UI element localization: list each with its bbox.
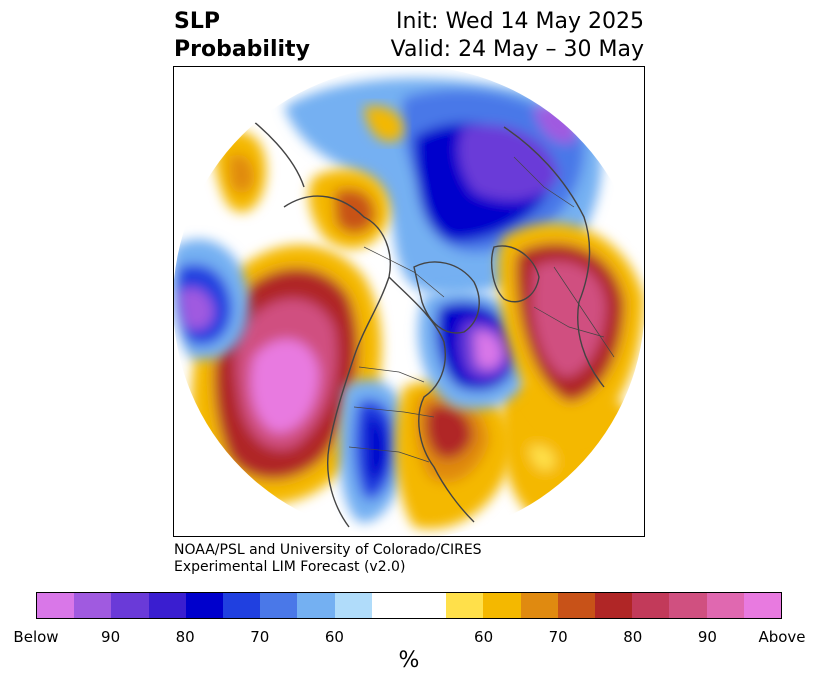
above-region-europe-core	[532, 261, 606, 377]
map-subtitle: Init: Wed 14 May 2025 Valid: 24 May – 30…	[391, 8, 644, 64]
colorbar-segment	[37, 593, 75, 618]
above-region-arctic-small	[364, 106, 404, 142]
colorbar-segment	[371, 593, 410, 618]
political-borders	[348, 156, 615, 463]
title-line-1: SLP	[174, 9, 220, 34]
colorbar-tick-label: 70	[548, 628, 568, 646]
above-region-east-us-core	[425, 404, 473, 459]
above-region-atlantic-faint	[529, 445, 555, 471]
colorbar-segment	[260, 593, 298, 618]
border-states-row-3	[348, 446, 430, 463]
colorbar	[36, 592, 782, 619]
colorbar-unit: %	[398, 648, 420, 673]
colorbar-segment	[185, 593, 224, 618]
valid-range: Valid: 24 May – 30 May	[390, 37, 644, 62]
colorbar-tick-label: 60	[324, 628, 344, 646]
colorbar-segment	[111, 593, 149, 618]
above-region-pacific-core	[250, 339, 319, 433]
below-region-central-us-core	[366, 416, 387, 481]
colorbar-segment	[632, 593, 670, 618]
colorbar-segment	[483, 593, 521, 618]
colorbar-tick-label: 80	[623, 628, 643, 646]
border-europe-2	[533, 306, 605, 338]
polar-map	[173, 66, 645, 537]
title-line-2: Probability	[174, 37, 310, 62]
coastlines	[233, 106, 605, 528]
map-title: SLP Probability	[174, 8, 310, 64]
init-date: Init: Wed 14 May 2025	[396, 9, 644, 34]
colorbar-segment	[297, 593, 335, 618]
border-states-row-1	[358, 366, 425, 383]
colorbar-tick-label: 70	[250, 628, 270, 646]
border-states-row-2	[353, 406, 435, 418]
credit-line-1: NOAA/PSL and University of Colorado/CIRE…	[174, 542, 482, 558]
colorbar-tick-label: Below	[13, 628, 59, 646]
colorbar-segment	[557, 593, 596, 618]
colorbar-tick-label: 80	[175, 628, 195, 646]
border-russia	[513, 156, 575, 208]
above-region-bering-core	[229, 154, 255, 194]
colorbar-segment	[74, 593, 112, 618]
colorbar-segment	[595, 593, 633, 618]
colorbar-segment	[743, 593, 782, 618]
colorbar-tick-label: 60	[474, 628, 494, 646]
below-region-siberia	[458, 124, 559, 201]
border-europe-1	[553, 266, 615, 358]
above-region-alaska-core	[334, 188, 375, 234]
credit-text: NOAA/PSL and University of Colorado/CIRE…	[174, 542, 482, 576]
coastline-eurasia	[503, 126, 605, 388]
colorbar-segment	[223, 593, 261, 618]
colorbar-segment	[446, 593, 484, 618]
colorbar-segment	[706, 593, 744, 618]
below-region-west-pacific-core	[179, 288, 214, 330]
credit-line-2: Experimental LIM Forecast (v2.0)	[174, 559, 406, 575]
colorbar-segment	[669, 593, 707, 618]
coastline-east-north-america	[388, 276, 475, 523]
colorbar-tick-label: 90	[697, 628, 717, 646]
colorbar-segment	[148, 593, 186, 618]
probability-field	[174, 67, 644, 536]
coastline-scandinavia	[491, 245, 540, 303]
colorbar-segment	[409, 593, 447, 618]
shaded-field	[174, 67, 644, 536]
colorbar-segment	[520, 593, 558, 618]
colorbar-tick-label: 90	[101, 628, 121, 646]
border-us-canada	[363, 246, 445, 298]
coastline-greenland	[413, 261, 480, 334]
coastline-west-north-america	[283, 195, 391, 528]
below-region-greenland-core	[474, 331, 503, 370]
colorbar-segment	[334, 593, 372, 618]
colorbar-tick-label: Above	[758, 628, 806, 646]
